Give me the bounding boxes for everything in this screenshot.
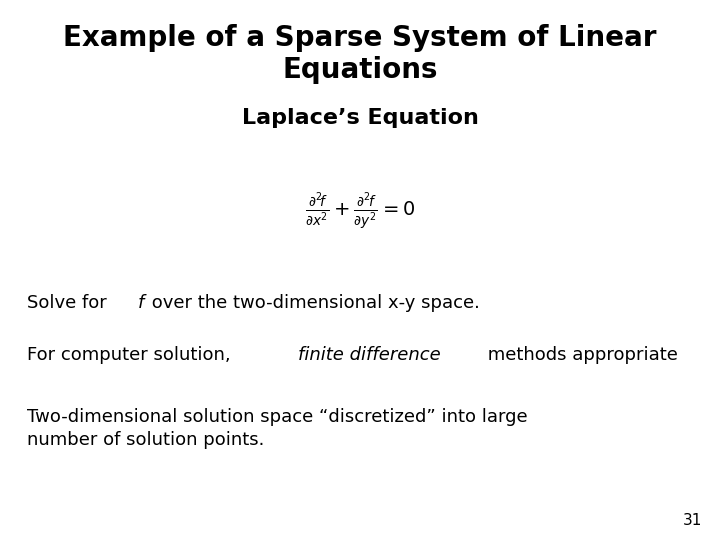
Text: $\frac{\partial^2\!f}{\partial x^2} + \frac{\partial^2\!f}{\partial y^2} = 0$: $\frac{\partial^2\!f}{\partial x^2} + \f… [305, 192, 415, 232]
Text: finite difference: finite difference [297, 346, 440, 363]
Text: Solve for: Solve for [27, 294, 113, 312]
Text: over the two-dimensional x-y space.: over the two-dimensional x-y space. [146, 294, 480, 312]
Text: Laplace’s Equation: Laplace’s Equation [242, 108, 478, 128]
Text: 31: 31 [683, 513, 702, 528]
Text: methods appropriate: methods appropriate [482, 346, 678, 363]
Text: Example of a Sparse System of Linear
Equations: Example of a Sparse System of Linear Equ… [63, 24, 657, 84]
Text: f: f [138, 294, 144, 312]
Text: Two-dimensional solution space “discretized” into large
number of solution point: Two-dimensional solution space “discreti… [27, 408, 528, 449]
Text: For computer solution,: For computer solution, [27, 346, 237, 363]
